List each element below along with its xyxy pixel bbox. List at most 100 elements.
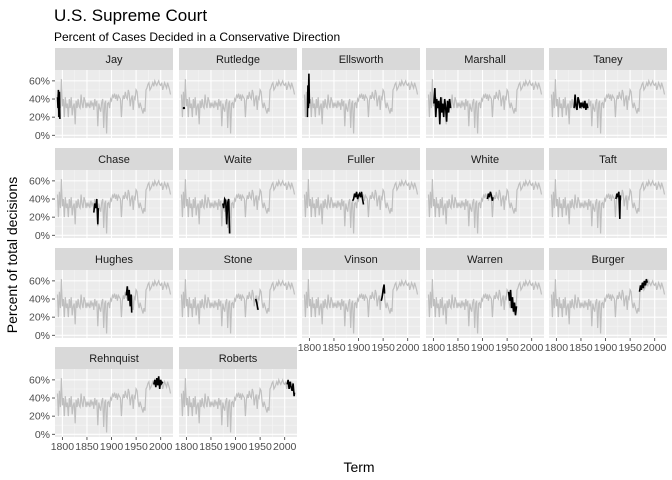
background-series-line	[180, 377, 296, 433]
y-tick-label: 0%	[35, 429, 50, 441]
series-line-taney	[573, 94, 589, 111]
strip-bg-stone	[179, 248, 297, 270]
strip-bg-chase	[55, 148, 173, 170]
strip-label-chase: Chase	[98, 154, 130, 166]
x-tick-label: 1950	[495, 342, 519, 354]
panel-rutledge: Rutledge	[179, 48, 297, 138]
plot-bg-vinson	[302, 270, 420, 338]
x-tick-label: 2000	[520, 342, 544, 354]
x-tick-label: 1800	[175, 441, 199, 453]
series-line-burger	[638, 278, 649, 292]
series-line-waite	[222, 196, 231, 234]
x-tick-label: 1850	[75, 441, 99, 453]
x-tick-label: 1800	[545, 342, 569, 354]
x-tick-label: 2000	[149, 441, 173, 453]
strip-label-fuller: Fuller	[347, 154, 375, 166]
strip-bg-white	[426, 148, 544, 170]
strip-label-jay: Jay	[105, 54, 123, 66]
x-tick-label: 2000	[396, 342, 420, 354]
panel-warren: Warren 1800 1850 1900 1950 2000	[422, 248, 544, 354]
plot-bg-fuller	[302, 170, 420, 238]
strip-label-white: White	[471, 154, 499, 166]
series-line-jay	[56, 89, 61, 120]
strip-label-waite: Waite	[224, 154, 252, 166]
strip-bg-marshall	[426, 48, 544, 70]
strip-bg-warren	[426, 248, 544, 270]
strip-bg-taney	[549, 48, 667, 70]
panel-vinson: Vinson 1800 1850 1900 1950 2000	[298, 248, 420, 354]
series-point-rutledge	[182, 106, 186, 110]
x-tick-label: 1800	[298, 342, 322, 354]
background-series-line	[550, 78, 666, 134]
background-series-line	[427, 278, 543, 334]
background-series-line	[303, 78, 419, 134]
strip-bg-rehnquist	[55, 347, 173, 369]
panel-ellsworth: Ellsworth	[302, 48, 420, 138]
strip-label-taney: Taney	[593, 54, 623, 66]
panel-burger: Burger 1800 1850 1900 1950 2000	[545, 248, 667, 354]
strip-label-ellsworth: Ellsworth	[339, 54, 384, 66]
strip-label-stone: Stone	[224, 254, 253, 266]
panel-roberts: Roberts 1800 1850 1900 1950 2000	[175, 347, 297, 453]
panel-fuller: Fuller	[302, 148, 420, 238]
panel-waite: Waite	[179, 148, 297, 238]
background-series-line	[427, 178, 543, 234]
y-tick-label: 20%	[29, 411, 50, 423]
strip-label-warren: Warren	[467, 254, 503, 266]
y-tick-label: 60%	[29, 275, 50, 287]
strip-bg-burger	[549, 248, 667, 270]
plot-bg-burger	[549, 270, 667, 338]
strip-bg-ellsworth	[302, 48, 420, 70]
y-tick-label: 60%	[29, 175, 50, 187]
background-series-line	[180, 178, 296, 234]
series-line-white	[486, 191, 494, 201]
x-tick-label: 1900	[594, 342, 618, 354]
strip-label-vinson: Vinson	[344, 254, 377, 266]
strip-label-rutledge: Rutledge	[216, 54, 260, 66]
y-tick-label: 20%	[29, 212, 50, 224]
x-tick-label: 1900	[100, 441, 124, 453]
series-line-warren	[507, 289, 518, 316]
y-tick-label: 40%	[29, 94, 50, 106]
y-tick-label: 20%	[29, 112, 50, 124]
plot-bg-jay	[55, 70, 173, 138]
series-line-marshall	[433, 88, 452, 125]
series-line-roberts	[286, 379, 296, 397]
strip-bg-taft	[549, 148, 667, 170]
plot-bg-hughes	[55, 270, 173, 338]
x-tick-label: 1850	[446, 342, 470, 354]
strip-bg-jay	[55, 48, 173, 70]
y-tick-label: 40%	[29, 393, 50, 405]
series-line-vinson	[380, 284, 386, 301]
panel-white: White	[426, 148, 544, 238]
plot-bg-rutledge	[179, 70, 297, 138]
y-tick-label: 0%	[35, 330, 50, 342]
background-series-line	[56, 278, 172, 334]
background-series-line	[550, 278, 666, 334]
plot-bg-white	[426, 170, 544, 238]
x-tick-label: 1850	[569, 342, 593, 354]
panels-group: Jay 0% 20% 40% 60% Rutledge Ellsworth Marshall T…	[29, 48, 667, 453]
panel-marshall: Marshall	[426, 48, 544, 138]
panel-hughes: Hughes 0% 20% 40% 60%	[29, 248, 173, 342]
plot-bg-waite	[179, 170, 297, 238]
plot-bg-chase	[55, 170, 173, 238]
x-tick-label: 1950	[124, 441, 148, 453]
chart-subtitle: Percent of Cases Decided in a Conservati…	[54, 30, 340, 44]
plot-bg-taft	[549, 170, 667, 238]
series-line-fuller	[351, 191, 365, 205]
background-series-line	[550, 178, 666, 234]
x-tick-label: 1900	[224, 441, 248, 453]
y-tick-label: 40%	[29, 294, 50, 306]
y-tick-label: 0%	[35, 230, 50, 242]
x-tick-label: 1900	[471, 342, 495, 354]
strip-label-taft: Taft	[599, 154, 617, 166]
background-series-line	[56, 377, 172, 433]
background-series-line	[180, 278, 296, 334]
strip-label-rehnquist: Rehnquist	[89, 353, 139, 365]
plot-bg-ellsworth	[302, 70, 420, 138]
panel-taney: Taney	[549, 48, 667, 138]
series-line-taft	[615, 191, 622, 220]
panel-stone: Stone	[179, 248, 297, 338]
panel-jay: Jay 0% 20% 40% 60%	[29, 48, 173, 142]
